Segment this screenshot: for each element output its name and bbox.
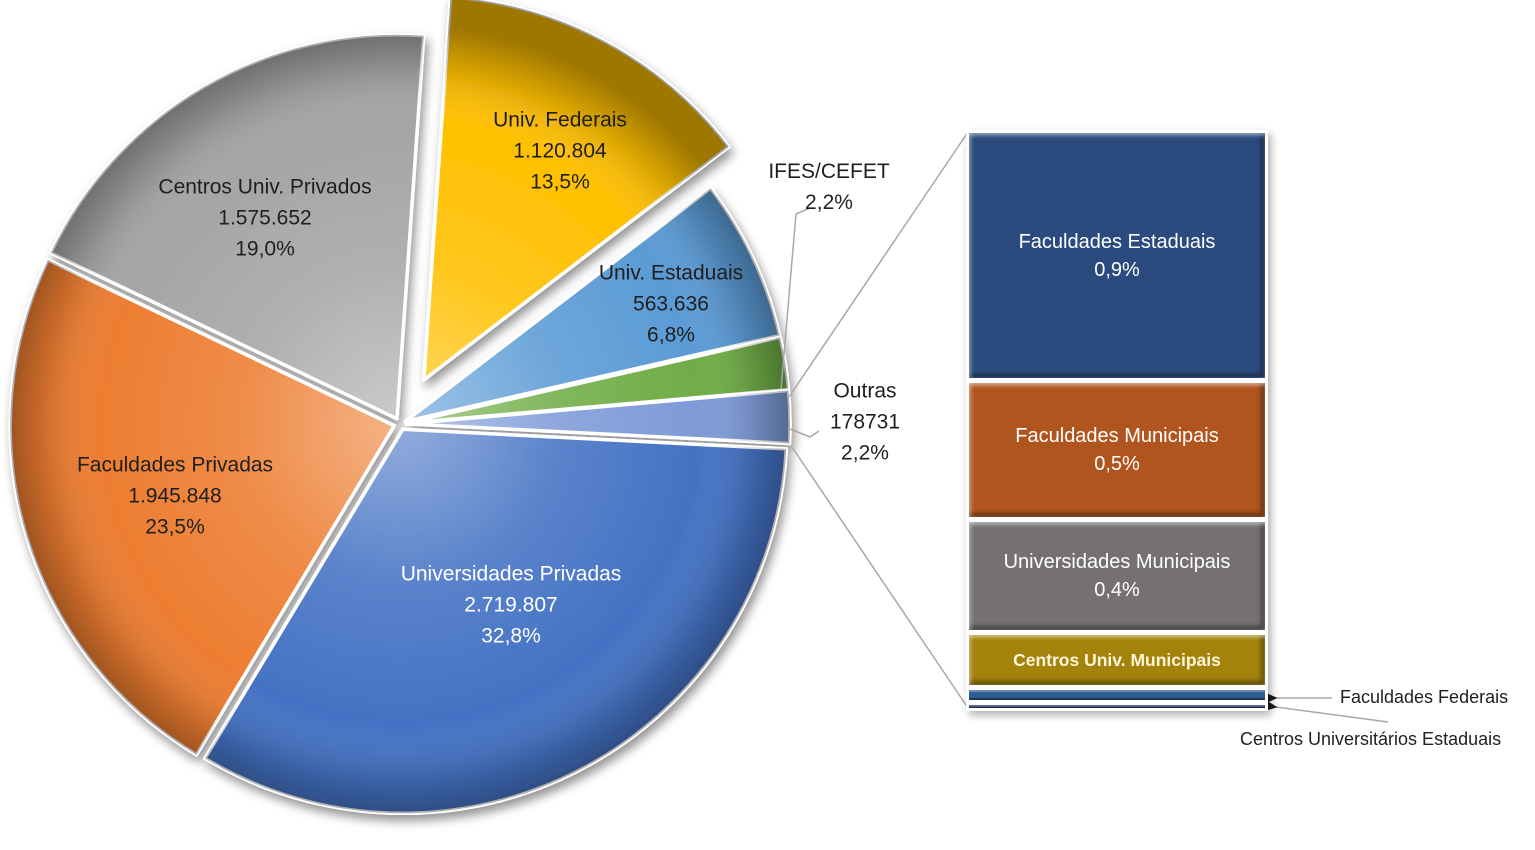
pie-slice-shading: [205, 429, 787, 814]
bar-connector-bottom-line: [791, 446, 969, 709]
bar-segment-universidades-municipais[interactable]: Universidades Municipais 0,4%: [969, 522, 1265, 630]
pie-slice-shading: [10, 259, 395, 755]
bar-segment-faculdades-federais[interactable]: [969, 690, 1265, 700]
slice-value: 1.575.652: [218, 206, 312, 230]
slice-name: IFES/CEFET: [768, 160, 890, 183]
bar-segment-faculdades-estaduais[interactable]: Faculdades Estaduais 0,9%: [969, 133, 1265, 378]
label-outras: Outras 178731 2,2%: [830, 376, 900, 469]
slice-pct: 2,2%: [805, 191, 853, 214]
label-centros-univ-privados: Centros Univ. Privados 1.575.652 19,0%: [158, 172, 371, 265]
centros-estaduais-arrow: [1263, 699, 1389, 723]
segment-name: Faculdades Municipais: [1015, 425, 1219, 447]
outras-leader-line: [789, 428, 820, 438]
slice-value: 1.120.804: [513, 139, 607, 163]
label-faculdades-privadas: Faculdades Privadas 1.945.848 23,5%: [77, 450, 273, 543]
pie-slice-shading: [406, 390, 790, 444]
label-univ-federais: Univ. Federais 1.120.804 13,5%: [493, 105, 627, 198]
slice-pct: 13,5%: [530, 170, 590, 194]
pie-slice-shading: [423, 0, 729, 380]
slice-pct: 2,2%: [841, 441, 889, 465]
slice-value: 178731: [829, 410, 901, 434]
segment-pct: 0,4%: [1094, 579, 1140, 601]
slice-name: Faculdades Privadas: [76, 453, 274, 477]
callout-centros-universitarios-estaduais: Centros Universitários Estaduais: [1240, 729, 1502, 749]
pie-slice-shading: [405, 337, 789, 424]
bar-segment-centros-universitarios-estaduais[interactable]: [969, 705, 1265, 708]
segment-name: Faculdades Estaduais: [1018, 230, 1216, 253]
slice-value: 563.636: [633, 292, 709, 316]
slice-pct: 32,8%: [481, 624, 541, 648]
slice-pct: 6,8%: [647, 323, 695, 347]
label-ifes-cefet: IFES/CEFET 2,2%: [768, 156, 889, 218]
pie-slices: [8, 0, 792, 816]
ifes-leader-line: [780, 207, 811, 390]
slice-name: Univ. Federais: [493, 108, 627, 132]
slice-name: Universidades Privadas: [400, 562, 622, 586]
slice-pct: 19,0%: [235, 237, 295, 261]
segment-name: Centros Univ. Municipais: [1013, 650, 1221, 670]
callout-faculdades-federais: Faculdades Federais: [1340, 687, 1509, 707]
slice-value: 1.945.848: [128, 484, 222, 508]
segment-pct: 0,5%: [1094, 453, 1140, 475]
pie-slice-shading: [405, 188, 780, 422]
secondary-bar: Faculdades Estaduais 0,9% Faculdades Mun…: [966, 130, 1268, 711]
slice-name: Outras: [833, 379, 897, 403]
bar-connector-top-line: [788, 131, 969, 398]
slice-pct: 23,5%: [145, 515, 205, 539]
pie-slice-shading: [50, 34, 424, 419]
slice-name: Univ. Estaduais: [598, 261, 744, 285]
slice-name: Centros Univ. Privados: [158, 175, 372, 199]
slice-value: 2.719.807: [464, 593, 558, 617]
label-univ-estaduais: Univ. Estaduais 563.636 6,8%: [599, 258, 743, 351]
segment-pct: 0,9%: [1094, 258, 1140, 281]
connector-lines: [780, 131, 1389, 723]
bar-segment-faculdades-municipais[interactable]: Faculdades Municipais 0,5%: [969, 383, 1265, 517]
label-universidades-privadas: Universidades Privadas 2.719.807 32,8%: [401, 559, 622, 652]
bar-segment-centros-univ-municipais[interactable]: Centros Univ. Municipais: [969, 635, 1265, 685]
segment-name: Universidades Municipais: [1003, 551, 1231, 573]
